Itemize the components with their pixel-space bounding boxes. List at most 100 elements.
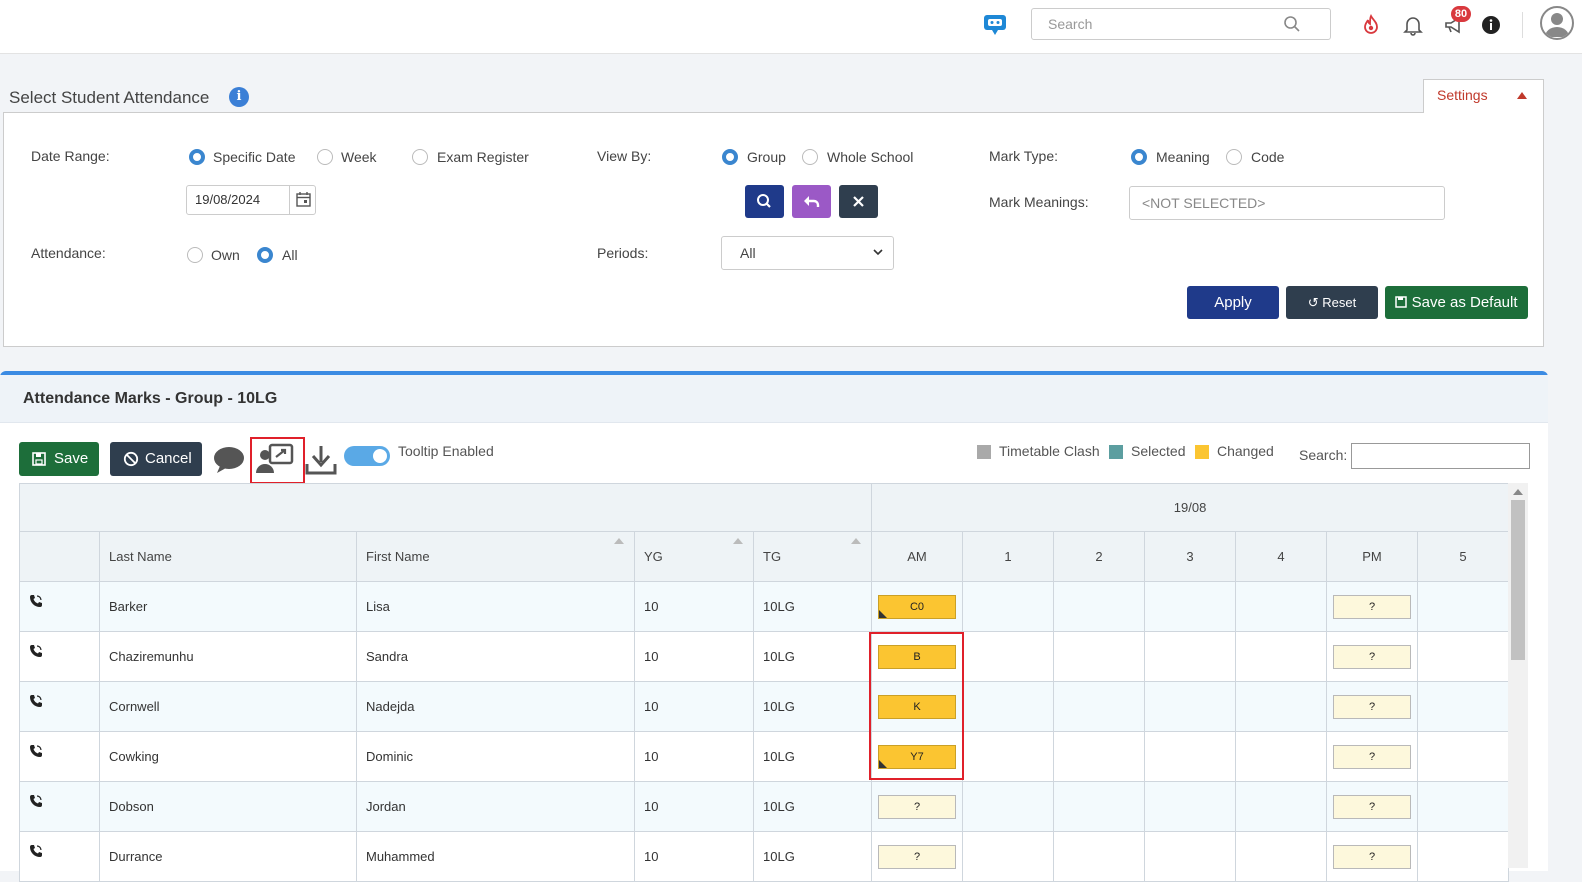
period-cell[interactable] — [1235, 581, 1327, 632]
phone-icon[interactable] — [29, 594, 43, 608]
period-cell[interactable] — [1053, 831, 1145, 882]
phone-cell[interactable] — [19, 731, 100, 782]
phone-icon[interactable] — [29, 844, 43, 858]
search-icon[interactable] — [1283, 15, 1301, 33]
period-cell[interactable] — [1416, 731, 1510, 782]
save-button[interactable]: Save — [19, 442, 99, 476]
col-tg[interactable]: TG — [753, 531, 872, 582]
clear-button[interactable] — [839, 185, 878, 218]
radio-meaning[interactable] — [1131, 149, 1147, 165]
period-cell[interactable] — [1416, 581, 1510, 632]
period-cell[interactable] — [1144, 731, 1236, 782]
reset-button[interactable]: ↺ Reset — [1286, 286, 1378, 319]
student-transfer-icon[interactable] — [255, 443, 295, 475]
user-avatar-icon[interactable] — [1540, 6, 1574, 40]
am-cell[interactable]: ? — [871, 831, 963, 882]
period-cell[interactable] — [1235, 781, 1327, 832]
radio-whole-school[interactable] — [802, 149, 818, 165]
group-search-button[interactable] — [745, 185, 784, 218]
period-cell[interactable] — [1053, 581, 1145, 632]
mark-meanings-field[interactable]: <NOT SELECTED> — [1129, 186, 1445, 220]
download-icon[interactable] — [304, 444, 338, 476]
period-cell[interactable] — [1144, 831, 1236, 882]
radio-exam-register[interactable] — [412, 149, 428, 165]
calendar-button[interactable] — [289, 185, 316, 215]
attendance-mark[interactable]: K — [878, 694, 956, 719]
period-cell[interactable] — [1053, 731, 1145, 782]
comment-icon[interactable] — [212, 445, 246, 475]
phone-icon[interactable] — [29, 794, 43, 808]
radio-specific-date[interactable] — [189, 149, 205, 165]
scrollbar-thumb[interactable] — [1511, 500, 1525, 660]
megaphone-icon[interactable] — [1443, 14, 1465, 36]
attendance-mark[interactable]: ? — [878, 844, 956, 869]
radio-group[interactable] — [722, 149, 738, 165]
col-last-name[interactable]: Last Name — [99, 531, 357, 582]
attendance-mark[interactable]: B — [878, 644, 956, 669]
col-first-name[interactable]: First Name — [356, 531, 635, 582]
period-cell[interactable] — [1235, 731, 1327, 782]
period-cell[interactable] — [962, 631, 1054, 682]
am-cell[interactable]: B — [871, 631, 963, 682]
settings-tab[interactable]: Settings — [1423, 79, 1544, 113]
am-cell[interactable]: Y7 — [871, 731, 963, 782]
col-period-4[interactable]: 4 — [1235, 531, 1327, 582]
apply-button[interactable]: Apply — [1187, 286, 1279, 319]
chatbot-icon[interactable] — [982, 12, 1008, 36]
attendance-mark[interactable]: ? — [1333, 744, 1411, 769]
bell-icon[interactable] — [1402, 14, 1424, 36]
period-cell[interactable] — [962, 681, 1054, 732]
col-period-2[interactable]: 2 — [1053, 531, 1145, 582]
period-cell[interactable] — [1144, 681, 1236, 732]
phone-cell[interactable] — [19, 831, 100, 882]
period-cell[interactable] — [1416, 781, 1510, 832]
save-as-default-button[interactable]: Save as Default — [1385, 286, 1528, 319]
attendance-mark[interactable]: Y7 — [878, 744, 956, 769]
am-cell[interactable]: C0 — [871, 581, 963, 632]
period-cell[interactable] — [1235, 631, 1327, 682]
attendance-mark[interactable]: ? — [1333, 594, 1411, 619]
col-yg[interactable]: YG — [634, 531, 754, 582]
radio-own[interactable] — [187, 247, 203, 263]
info-icon[interactable] — [1480, 14, 1502, 36]
phone-cell[interactable] — [19, 781, 100, 832]
pm-cell[interactable]: ? — [1326, 831, 1418, 882]
undo-button[interactable] — [792, 185, 831, 218]
am-cell[interactable]: ? — [871, 781, 963, 832]
periods-select[interactable]: All — [721, 236, 894, 270]
period-cell[interactable] — [962, 831, 1054, 882]
period-cell[interactable] — [962, 581, 1054, 632]
period-cell[interactable] — [962, 731, 1054, 782]
tooltip-toggle[interactable] — [344, 446, 390, 466]
flame-icon[interactable] — [1360, 14, 1382, 36]
period-cell[interactable] — [1144, 581, 1236, 632]
period-cell[interactable] — [1416, 831, 1510, 882]
attendance-mark[interactable]: ? — [1333, 844, 1411, 869]
attendance-mark[interactable]: ? — [878, 794, 956, 819]
period-cell[interactable] — [1053, 631, 1145, 682]
radio-code[interactable] — [1226, 149, 1242, 165]
col-period-pm[interactable]: PM — [1326, 531, 1418, 582]
attendance-mark[interactable]: ? — [1333, 694, 1411, 719]
period-cell[interactable] — [962, 781, 1054, 832]
period-cell[interactable] — [1053, 781, 1145, 832]
cancel-button[interactable]: Cancel — [110, 442, 202, 476]
col-period-3[interactable]: 3 — [1144, 531, 1236, 582]
period-cell[interactable] — [1416, 631, 1510, 682]
am-cell[interactable]: K — [871, 681, 963, 732]
pm-cell[interactable]: ? — [1326, 731, 1418, 782]
period-cell[interactable] — [1053, 681, 1145, 732]
period-cell[interactable] — [1144, 781, 1236, 832]
col-period-5[interactable]: 5 — [1416, 531, 1510, 582]
pm-cell[interactable]: ? — [1326, 631, 1418, 682]
pm-cell[interactable]: ? — [1326, 581, 1418, 632]
pm-cell[interactable]: ? — [1326, 681, 1418, 732]
phone-icon[interactable] — [29, 744, 43, 758]
global-search-input[interactable]: Search — [1031, 8, 1331, 40]
attendance-mark[interactable]: ? — [1333, 794, 1411, 819]
date-field[interactable]: 19/08/2024 — [186, 185, 316, 215]
phone-cell[interactable] — [19, 581, 100, 632]
period-cell[interactable] — [1416, 681, 1510, 732]
period-cell[interactable] — [1235, 831, 1327, 882]
col-period-1[interactable]: 1 — [962, 531, 1054, 582]
